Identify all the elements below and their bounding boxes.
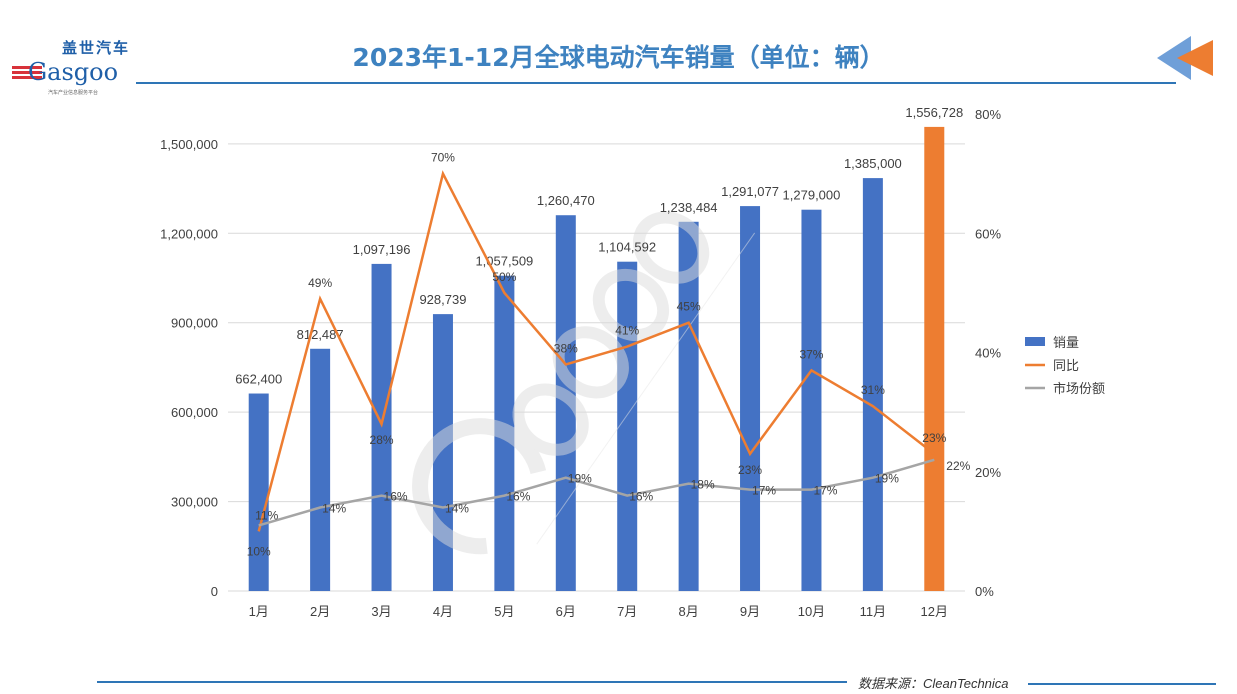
right-tick-label: 0% <box>975 584 994 599</box>
bar <box>924 126 945 592</box>
arrow-decoration-icon <box>1157 36 1213 80</box>
x-tick-label: 7月 <box>617 604 637 619</box>
bar-data-label: 1,291,077 <box>721 184 779 199</box>
line-data-label: 38% <box>554 341 578 355</box>
bar-data-label: 1,279,000 <box>783 188 841 203</box>
x-tick-label: 12月 <box>921 604 948 619</box>
line-data-label: 49% <box>308 276 332 290</box>
left-tick-label: 600,000 <box>171 405 218 420</box>
watermark-shape <box>632 211 710 284</box>
line-data-label: 17% <box>752 484 776 498</box>
line-data-label: 70% <box>431 151 455 165</box>
bar-data-label: 662,400 <box>235 372 282 387</box>
data-source: 数据来源：CleanTechnica <box>858 676 1009 691</box>
bar-data-label: 1,556,728 <box>905 105 963 120</box>
line-data-label: 23% <box>738 463 762 477</box>
line-yoy <box>257 170 936 532</box>
watermark-shape <box>552 326 629 399</box>
x-tick-label: 4月 <box>433 604 453 619</box>
x-tick-label: 3月 <box>371 604 391 619</box>
logo-stripes <box>12 66 42 80</box>
line-data-label: 19% <box>875 472 899 486</box>
x-tick-label: 6月 <box>556 604 576 619</box>
watermark <box>412 211 756 555</box>
line-data-label: 16% <box>629 490 653 504</box>
bar <box>801 209 822 591</box>
line-data-label: 50% <box>492 270 516 284</box>
line-data-label: 31% <box>861 383 885 397</box>
legend-label: 市场份额 <box>1053 381 1105 396</box>
left-tick-label: 1,500,000 <box>160 137 218 152</box>
x-tick-label: 11月 <box>860 604 887 619</box>
x-tick-label: 8月 <box>679 604 699 619</box>
line-data-label: 14% <box>322 502 346 516</box>
line-data-label: 18% <box>691 478 715 492</box>
bar-data-label: 1,104,592 <box>598 240 656 255</box>
watermark-shape <box>592 268 670 342</box>
bar-data-label: 1,238,484 <box>660 200 718 215</box>
left-tick-label: 0 <box>211 584 218 599</box>
footer-divider-right <box>1028 683 1216 685</box>
bar-data-label: 1,097,196 <box>353 242 411 257</box>
bar <box>862 178 883 592</box>
right-tick-label: 20% <box>975 465 1001 480</box>
line-data-label: 14% <box>445 502 469 516</box>
line-data-label: 17% <box>813 484 837 498</box>
right-tick-label: 60% <box>975 226 1001 241</box>
logo-cn: 盖世汽车 <box>62 40 131 57</box>
left-tick-label: 300,000 <box>171 495 218 510</box>
x-tick-label: 1月 <box>249 604 269 619</box>
bar-data-label: 1,260,470 <box>537 193 595 208</box>
line-data-label: 28% <box>370 433 394 447</box>
footer-divider-left <box>97 681 847 683</box>
left-tick-label: 1,200,000 <box>160 226 218 241</box>
header-divider <box>136 82 1176 84</box>
line-data-label: 45% <box>677 300 701 314</box>
bar-data-label: 812,487 <box>297 327 344 342</box>
right-tick-label: 40% <box>975 346 1001 361</box>
line-share <box>258 458 935 527</box>
line-data-label: 16% <box>506 490 530 504</box>
bar-data-label: 928,739 <box>419 292 466 307</box>
watermark-shape <box>536 232 756 545</box>
line-data-label: 22% <box>946 459 970 473</box>
chart-title: 2023年1-12月全球电动汽车销量（单位：辆） <box>352 43 885 72</box>
left-tick-label: 900,000 <box>171 316 218 331</box>
line-data-label: 11% <box>255 508 278 522</box>
line-data-label: 23% <box>922 431 946 445</box>
legend-swatch-sales <box>1025 337 1045 346</box>
x-tick-label: 5月 <box>494 604 514 619</box>
line-data-label: 37% <box>799 347 823 361</box>
bar <box>740 206 761 592</box>
x-tick-label: 2月 <box>310 604 330 619</box>
gasgoo-logo: 盖世汽车 Gasgoo 汽车产业信息服务平台 <box>10 40 140 100</box>
legend-label: 销量 <box>1053 335 1079 350</box>
line-data-label: 19% <box>568 472 592 486</box>
x-tick-label: 10月 <box>798 604 825 619</box>
legend-label: 同比 <box>1053 358 1079 373</box>
bar <box>678 221 699 591</box>
x-tick-label: 9月 <box>740 604 760 619</box>
bar <box>248 393 269 591</box>
logo-en: Gasgoo <box>28 58 119 86</box>
bar <box>371 263 392 591</box>
right-tick-label: 80% <box>975 107 1001 122</box>
bar <box>310 348 331 591</box>
bar <box>617 261 638 591</box>
watermark-shape <box>512 383 589 456</box>
line-data-label: 10% <box>247 544 271 558</box>
line-data-label: 16% <box>384 490 408 504</box>
watermark-shape <box>412 418 547 555</box>
logo-sub: 汽车产业信息服务平台 <box>48 90 99 96</box>
bar-data-label: 1,385,000 <box>844 156 902 171</box>
line-data-label: 41% <box>615 324 639 338</box>
